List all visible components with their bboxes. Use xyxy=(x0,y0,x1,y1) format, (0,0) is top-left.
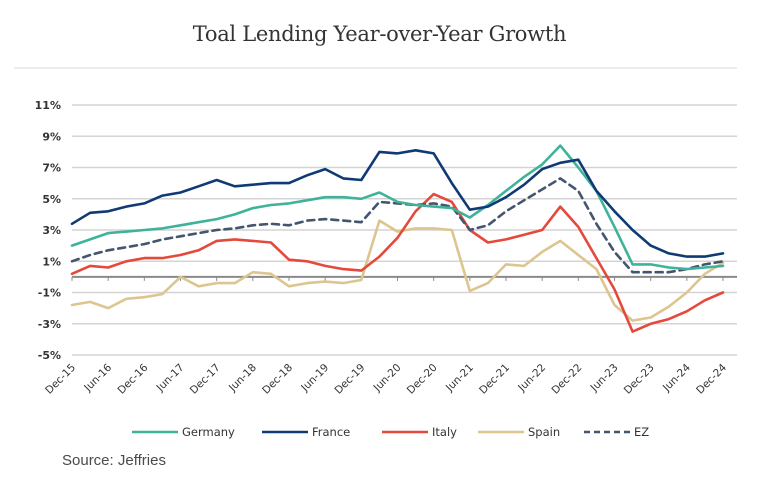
y-tick-label: 1% xyxy=(42,255,61,268)
x-tick-label: Dec-15 xyxy=(43,362,78,397)
x-tick-label: Dec-20 xyxy=(405,362,440,397)
legend-label-ez: EZ xyxy=(634,425,649,439)
y-tick-label: -5% xyxy=(38,349,61,362)
x-tick-label: Jun-19 xyxy=(298,362,331,395)
x-tick-label: Jun-16 xyxy=(81,361,114,394)
y-tick-label: 5% xyxy=(42,193,61,206)
y-tick-label: 7% xyxy=(42,162,61,175)
series-line-france xyxy=(70,149,725,258)
source-note: Source: Jeffries xyxy=(62,452,166,469)
legend-label-italy: Italy xyxy=(432,425,457,439)
series-line-germany xyxy=(70,144,725,271)
legend-label-france: France xyxy=(312,425,350,439)
line-chart: 11%9%7%5%3%1%-1%-3%-5% Dec-15 Jun-16 Dec-1… xyxy=(35,99,737,439)
x-tick-label: Jun-17 xyxy=(154,362,187,395)
legend-label-spain: Spain xyxy=(528,425,560,439)
series-lines xyxy=(70,144,725,333)
y-tick-label: 3% xyxy=(42,224,61,237)
x-tick-label: Dec-24 xyxy=(694,361,729,396)
x-tick-label: Dec-23 xyxy=(622,362,657,397)
series-line-spain xyxy=(70,219,725,322)
y-tick-label: 11% xyxy=(35,99,61,112)
x-tick-label: Jun-21 xyxy=(443,362,476,395)
x-tick-label: Jun-23 xyxy=(588,362,621,395)
x-tick-label: Jun-20 xyxy=(371,362,404,395)
y-axis-ticks: 11% 9% 7% 5% 3% 1% -1% -3% -5% xyxy=(35,99,61,362)
x-tick-label: Dec-17 xyxy=(188,362,223,397)
y-tick-label: -1% xyxy=(38,287,61,300)
x-tick-label: Jun-22 xyxy=(515,362,548,395)
x-tick-label: Dec-18 xyxy=(260,362,295,397)
legend-label-germany: Germany xyxy=(182,425,235,439)
x-axis-ticks: Dec-15 Jun-16 Dec-16 Jun-17 Dec-17 Jun-18 Dec-… xyxy=(43,276,729,397)
x-tick-label: Dec-16 xyxy=(115,361,150,396)
series-line-ez xyxy=(70,177,725,274)
x-tick-label: Dec-21 xyxy=(477,362,512,397)
x-tick-label: Dec-22 xyxy=(549,362,584,397)
y-tick-label: -3% xyxy=(38,318,61,331)
x-tick-label: Dec-19 xyxy=(332,362,367,397)
x-tick-label: Jun-18 xyxy=(226,362,259,395)
page-title: Toal Lending Year-over-Year Growth xyxy=(192,22,567,46)
title-divider xyxy=(14,67,737,69)
x-tick-label: Jun-24 xyxy=(660,361,693,394)
y-tick-label: 9% xyxy=(42,130,61,143)
series-line-italy xyxy=(70,192,725,333)
legend: Germany France Italy Spain EZ xyxy=(132,425,649,439)
